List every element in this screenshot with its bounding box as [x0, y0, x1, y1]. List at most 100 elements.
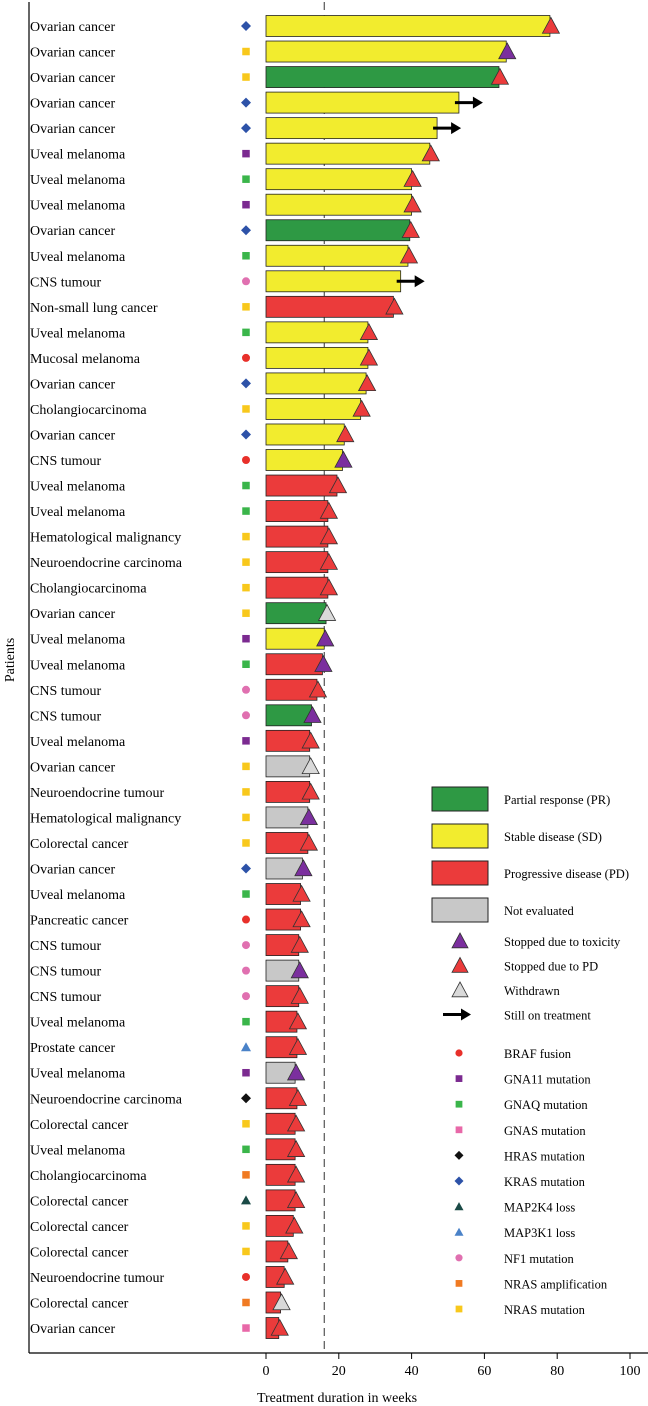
stopped-pd-marker — [359, 348, 379, 366]
mutation-marker-nras — [242, 532, 250, 541]
withdrawn-marker — [451, 981, 469, 998]
patient-row — [265, 1087, 308, 1110]
mutation-marker-gnaq — [242, 1017, 250, 1026]
legend-label: NRAS mutation — [504, 1303, 586, 1317]
patient-row — [265, 168, 422, 191]
mutation-marker-nras — [242, 609, 250, 617]
patient-row — [265, 627, 335, 650]
mutation-marker-gnaq — [242, 175, 250, 183]
patient-row — [265, 781, 320, 803]
patient-row — [265, 193, 422, 216]
bar-sd — [265, 117, 438, 140]
stopped-pd-marker — [403, 169, 422, 187]
bar-sd — [265, 372, 367, 395]
stopped-pd-marker — [288, 1088, 308, 1106]
patient-row — [265, 908, 311, 931]
mutation-marker-gna11 — [242, 1068, 250, 1077]
mutation-marker-gnaq — [242, 481, 250, 490]
patient-label: Neuroendocrine carcinoma — [30, 1092, 183, 1107]
bar-pd — [265, 525, 329, 548]
mutation-marker-nras — [242, 47, 250, 56]
patient-label: Uveal melanoma — [30, 326, 126, 341]
patient-label: CNS tumour — [30, 275, 102, 290]
patient-label: Uveal melanoma — [30, 148, 126, 163]
still-on-treatment-arrow — [443, 1008, 471, 1021]
bar-sd — [265, 398, 362, 420]
patient-label: Colorectal cancer — [30, 1194, 129, 1209]
stopped-pd-marker — [319, 527, 339, 545]
mutation-marker-gnaq — [242, 660, 250, 668]
mutation-marker-nf1 — [242, 992, 250, 1001]
patient-label: Neuroendocrine tumour — [30, 1271, 164, 1286]
mutation-marker-gna11 — [242, 737, 250, 745]
mutation-marker-nf1 — [242, 685, 250, 694]
mutation-marker-kras — [241, 123, 251, 134]
mutation-marker-nras — [455, 1305, 463, 1313]
stopped-pd-marker — [328, 476, 348, 494]
stopped-pd-marker — [279, 1242, 299, 1260]
patient-row — [265, 985, 309, 1008]
legend-label: Stopped due to PD — [504, 960, 598, 974]
patient-row — [265, 1317, 289, 1339]
bar-pd — [265, 500, 329, 522]
arrow-head — [472, 96, 483, 109]
legend-label: Progressive disease (PD) — [504, 867, 629, 881]
patient-row — [265, 91, 483, 114]
still-on-treatment-arrow — [396, 275, 425, 288]
patient-label: CNS tumour — [30, 454, 102, 469]
legend-label: GNAS mutation — [504, 1124, 586, 1138]
patient-label: Uveal melanoma — [30, 1067, 126, 1082]
stopped-pd-marker — [352, 399, 371, 417]
patient-label: CNS tumour — [30, 684, 102, 699]
patient-row — [265, 449, 353, 471]
patient-row — [265, 959, 309, 982]
axis-layer: 0 20 40 60 80 100 — [28, 2, 648, 1379]
arrow-head — [461, 1008, 471, 1021]
bar-pd — [265, 576, 329, 599]
stopped-pd-marker — [288, 1012, 308, 1030]
bar-sd — [265, 321, 369, 344]
stopped-pd-marker — [336, 425, 355, 443]
patient-row — [265, 1036, 308, 1059]
mutation-marker-kras — [241, 225, 251, 236]
mutation-marker-nrasamp — [242, 1298, 250, 1307]
patient-row — [265, 525, 339, 548]
mutation-marker-nras — [242, 583, 250, 592]
stopped-pd-marker — [399, 246, 419, 264]
stopped-pd-marker — [299, 833, 319, 851]
mutation-marker-gnaq — [455, 1100, 463, 1108]
legend-label: Stopped due to toxicity — [504, 935, 621, 949]
mutation-marker-braf — [242, 353, 250, 362]
patient-label: CNS tumour — [30, 939, 102, 954]
patient-row — [265, 500, 339, 522]
stopped-pd-marker — [290, 986, 309, 1004]
patient-label: Uveal melanoma — [30, 735, 126, 750]
stopped-pd-marker — [308, 680, 328, 698]
mutation-marker-nras — [242, 788, 250, 796]
bar-sd — [265, 40, 507, 63]
patient-row — [265, 1112, 306, 1135]
patient-label: Hematological malignancy — [30, 811, 181, 826]
patient-row — [265, 857, 313, 880]
legend-label: MAP2K4 loss — [504, 1201, 575, 1215]
patient-row — [265, 704, 322, 727]
bar-pd — [265, 295, 394, 318]
patient-label: Ovarian cancer — [30, 46, 115, 61]
arrow-head — [451, 122, 462, 135]
patient-row — [265, 15, 561, 37]
arrow-head — [414, 275, 425, 288]
patient-row — [265, 66, 510, 88]
patient-row — [265, 729, 320, 752]
patient-label: Ovarian cancer — [30, 97, 115, 112]
stopped-pd-marker — [285, 1216, 304, 1234]
patient-row — [265, 806, 319, 829]
patient-row — [265, 321, 379, 344]
patient-label: Ovarian cancer — [30, 1322, 115, 1337]
bar-pr — [265, 219, 411, 242]
x-tick-label: 20 — [332, 1364, 346, 1379]
bar-pr — [265, 602, 327, 625]
patient-row — [265, 678, 328, 701]
mutation-marker-gnaq — [242, 252, 250, 260]
patient-label: Pancreatic cancer — [30, 914, 129, 929]
patient-row — [265, 1266, 295, 1288]
